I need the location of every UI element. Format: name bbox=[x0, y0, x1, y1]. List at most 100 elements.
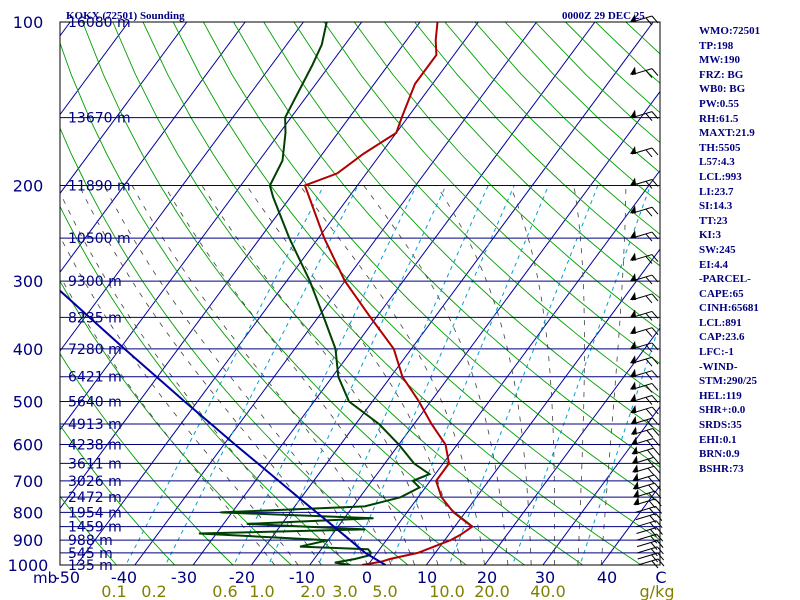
isotherm-line bbox=[250, 22, 654, 565]
dry-adiabat bbox=[263, 22, 660, 433]
wind-barb bbox=[630, 355, 659, 367]
moist-adiabat bbox=[164, 185, 415, 565]
indices-panel: WMO:72501 TP:198 MW:190 FRZ: BG WB0: BG PW:0.… bbox=[699, 24, 800, 476]
index-item: FRZ: BG bbox=[699, 68, 744, 81]
mixing-ratio-label: 40.0 bbox=[530, 582, 566, 600]
height-label: 13670 m bbox=[68, 111, 131, 127]
pressure-tick-label: 200 bbox=[13, 176, 44, 195]
wind-barb bbox=[630, 368, 659, 381]
height-label: 1954 m bbox=[68, 505, 122, 521]
temperature-tick-label: -40 bbox=[111, 568, 137, 587]
index-item: BRN:0.9 bbox=[699, 448, 740, 461]
isotherm-line bbox=[60, 22, 129, 116]
dewpoint-trace bbox=[198, 22, 432, 565]
index-item: WMO:72501 bbox=[699, 25, 761, 37]
pressure-tick-label: 500 bbox=[13, 393, 44, 412]
dry-adiabat bbox=[82, 22, 526, 565]
index-item: -PARCEL- bbox=[699, 273, 751, 286]
index-item: MW:190 bbox=[699, 54, 740, 67]
dry-adiabat bbox=[142, 22, 642, 565]
sounding-time: 0000Z 29 DEC 25 bbox=[562, 10, 645, 22]
dry-adiabat bbox=[233, 22, 660, 468]
dry-adiabat bbox=[353, 22, 660, 332]
moist-adiabat bbox=[131, 185, 392, 565]
height-label: 4913 m bbox=[68, 417, 122, 433]
wind-barb bbox=[636, 520, 663, 530]
wind-barb bbox=[630, 66, 659, 78]
wind-barb bbox=[630, 291, 659, 304]
index-item: BSHR:73 bbox=[699, 462, 744, 475]
height-label: 988 m bbox=[68, 533, 113, 549]
wind-barb bbox=[630, 405, 659, 417]
index-item: HEL:119 bbox=[699, 389, 742, 402]
wind-barb bbox=[630, 340, 659, 353]
index-item: SW:245 bbox=[699, 243, 736, 256]
mixing-ratio-label: 20.0 bbox=[474, 582, 510, 600]
wind-barb bbox=[630, 426, 660, 438]
isotherm-line bbox=[60, 22, 188, 195]
index-item: SRDS:35 bbox=[699, 419, 742, 432]
index-item: EHI:0.1 bbox=[699, 433, 737, 446]
height-label: 8235 m bbox=[68, 310, 122, 326]
wind-barb bbox=[630, 145, 659, 158]
height-label: 545 m bbox=[68, 546, 113, 562]
isotherm-line bbox=[484, 327, 660, 565]
height-label: 16080 m bbox=[68, 15, 131, 31]
dry-adiabat bbox=[112, 22, 584, 565]
wind-barb bbox=[630, 381, 659, 393]
pressure-tick-label: 600 bbox=[13, 436, 44, 455]
index-item: TH:5505 bbox=[699, 141, 741, 154]
dry-adiabat bbox=[60, 205, 351, 565]
index-item: EI:4.4 bbox=[699, 258, 729, 271]
height-label: 2472 m bbox=[68, 490, 122, 506]
index-item: KI:3 bbox=[699, 229, 721, 242]
pressure-tick-label: 800 bbox=[13, 503, 44, 522]
index-item: STM:290/25 bbox=[699, 375, 758, 388]
height-label: 3026 m bbox=[68, 474, 122, 490]
mixing-ratio-line bbox=[448, 185, 599, 565]
dry-adiabat bbox=[323, 22, 660, 365]
pressure-tick-label: 700 bbox=[13, 472, 44, 491]
dry-adiabat bbox=[203, 22, 660, 504]
wind-barb bbox=[630, 309, 659, 321]
index-item: LCL:993 bbox=[699, 170, 742, 183]
mixing-ratio-label: 0.1 bbox=[101, 582, 126, 600]
wind-barb bbox=[630, 252, 659, 264]
isotherm-line bbox=[0, 22, 12, 565]
moist-adiabat bbox=[246, 185, 462, 565]
wind-barb bbox=[630, 393, 659, 405]
isotherm-line bbox=[134, 22, 538, 565]
parcel-trace bbox=[60, 289, 387, 565]
dry-adiabat bbox=[384, 22, 660, 299]
wind-barb bbox=[630, 325, 659, 338]
index-item: CAP:23.6 bbox=[699, 331, 745, 344]
index-item: SHR+:0.0 bbox=[699, 404, 746, 417]
temperature-tick-label: 40 bbox=[597, 568, 617, 587]
isotherm-line bbox=[60, 22, 363, 431]
height-label: 4238 m bbox=[68, 438, 122, 454]
dry-adiabat bbox=[60, 352, 234, 565]
index-item: RH:61.5 bbox=[699, 112, 739, 125]
temperature-tick-label: -50 bbox=[54, 568, 80, 587]
isotherm-line bbox=[309, 90, 660, 565]
height-label: 3611 m bbox=[68, 456, 122, 472]
index-item: MAXT:21.9 bbox=[699, 127, 755, 140]
index-item: -WIND- bbox=[699, 360, 738, 373]
dry-adiabat bbox=[293, 22, 660, 398]
index-item: LI:23.7 bbox=[699, 185, 734, 198]
isotherm-line bbox=[76, 22, 479, 565]
wind-barb bbox=[637, 552, 665, 563]
wind-barb bbox=[635, 513, 663, 523]
moist-adiabat bbox=[60, 191, 322, 565]
wind-barb bbox=[630, 230, 659, 242]
wind-barb bbox=[633, 496, 662, 509]
mixing-ratio-label: 10.0 bbox=[429, 582, 465, 600]
height-label: 1459 m bbox=[68, 520, 122, 536]
temperature-trace bbox=[303, 22, 474, 565]
mixing-ratio-label: 5.0 bbox=[372, 582, 397, 600]
height-label: 5640 m bbox=[68, 395, 122, 411]
pressure-tick-label: 1000 bbox=[8, 556, 49, 575]
index-item: LFC:-1 bbox=[699, 346, 734, 359]
temperature-tick-label: 30 bbox=[535, 568, 555, 587]
